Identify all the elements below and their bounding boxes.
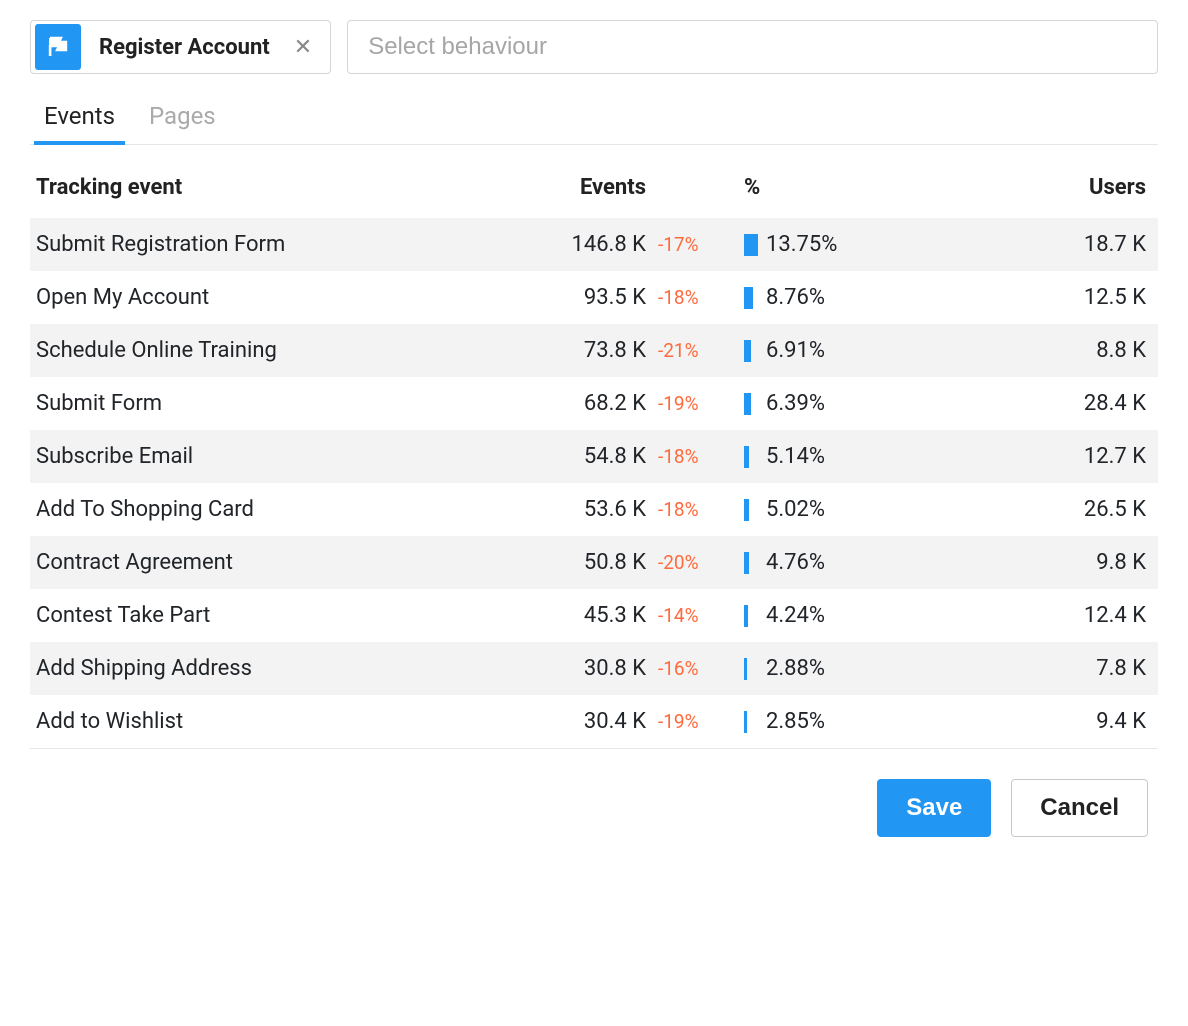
table-row[interactable]: Subscribe Email54.8 K-18% 5.14% 12.7 K [30, 430, 1158, 483]
table-header: Tracking event Events % Users [30, 155, 1158, 218]
cell-tracking-event: Add Shipping Address [36, 656, 486, 681]
cell-delta: -16% [656, 657, 736, 680]
col-header-events: Events [486, 175, 656, 200]
behaviour-input[interactable] [347, 20, 1158, 74]
table-row[interactable]: Add Shipping Address30.8 K-16% 2.88% 7.8 K [30, 642, 1158, 695]
percent-bar [744, 234, 758, 256]
close-icon[interactable]: ✕ [290, 35, 316, 60]
cell-tracking-event: Subscribe Email [36, 444, 486, 469]
cell-tracking-event: Add to Wishlist [36, 709, 486, 734]
cell-delta: -20% [656, 551, 736, 574]
cell-percent: 5.14% [736, 444, 1016, 469]
cell-delta: -17% [656, 233, 736, 256]
cell-percent: 13.75% [736, 232, 1016, 257]
percent-label: 2.88% [766, 656, 825, 681]
cell-users: 12.5 K [1016, 285, 1146, 310]
table-row[interactable]: Open My Account93.5 K-18% 8.76% 12.5 K [30, 271, 1158, 324]
cell-users: 12.7 K [1016, 444, 1146, 469]
percent-bar [744, 658, 747, 680]
cell-delta: -21% [656, 339, 736, 362]
cell-tracking-event: Contract Agreement [36, 550, 486, 575]
cell-users: 9.4 K [1016, 709, 1146, 734]
percent-label: 4.76% [766, 550, 825, 575]
cell-users: 18.7 K [1016, 232, 1146, 257]
cell-delta: -19% [656, 392, 736, 415]
flag-icon [35, 24, 81, 70]
percent-bar [744, 393, 751, 415]
percent-label: 13.75% [766, 232, 837, 257]
table-row[interactable]: Add To Shopping Card53.6 K-18% 5.02% 26.5 … [30, 483, 1158, 536]
percent-bar [744, 711, 747, 733]
percent-label: 6.39% [766, 391, 825, 416]
cell-users: 12.4 K [1016, 603, 1146, 628]
cell-events: 54.8 K [486, 444, 656, 469]
cell-users: 26.5 K [1016, 497, 1146, 522]
cell-percent: 6.39% [736, 391, 1016, 416]
cell-events: 45.3 K [486, 603, 656, 628]
percent-bar [744, 287, 753, 309]
cell-percent: 4.24% [736, 603, 1016, 628]
percent-label: 6.91% [766, 338, 825, 363]
cell-delta: -18% [656, 445, 736, 468]
percent-bar [744, 446, 749, 468]
save-button[interactable]: Save [877, 779, 991, 837]
cell-delta: -19% [656, 710, 736, 733]
cell-users: 9.8 K [1016, 550, 1146, 575]
table-row[interactable]: Contract Agreement50.8 K-20% 4.76% 9.8 K [30, 536, 1158, 589]
tab-events[interactable]: Events [42, 92, 117, 144]
events-table: Tracking event Events % Users Submit Reg… [30, 155, 1158, 748]
cell-tracking-event: Submit Form [36, 391, 486, 416]
cell-events: 68.2 K [486, 391, 656, 416]
cell-events: 30.8 K [486, 656, 656, 681]
cell-users: 8.8 K [1016, 338, 1146, 363]
cell-events: 50.8 K [486, 550, 656, 575]
percent-label: 5.02% [766, 497, 825, 522]
col-header-tracking-event: Tracking event [36, 175, 486, 200]
cell-tracking-event: Submit Registration Form [36, 232, 486, 257]
filter-bar: Register Account ✕ [30, 20, 1158, 74]
cell-events: 73.8 K [486, 338, 656, 363]
cell-events: 93.5 K [486, 285, 656, 310]
percent-label: 5.14% [766, 444, 825, 469]
percent-label: 8.76% [766, 285, 825, 310]
cell-events: 146.8 K [486, 232, 656, 257]
table-row[interactable]: Contest Take Part45.3 K-14% 4.24% 12.4 K [30, 589, 1158, 642]
percent-label: 4.24% [766, 603, 825, 628]
cell-tracking-event: Contest Take Part [36, 603, 486, 628]
col-header-users: Users [1016, 175, 1146, 200]
cell-delta: -18% [656, 286, 736, 309]
cell-tracking-event: Add To Shopping Card [36, 497, 486, 522]
cell-tracking-event: Open My Account [36, 285, 486, 310]
footer: Save Cancel [30, 748, 1158, 847]
cell-users: 28.4 K [1016, 391, 1146, 416]
percent-bar [744, 605, 748, 627]
filter-chip-label: Register Account [85, 35, 290, 60]
table-row[interactable]: Add to Wishlist30.4 K-19% 2.85% 9.4 K [30, 695, 1158, 748]
filter-chip[interactable]: Register Account ✕ [30, 20, 331, 74]
cell-users: 7.8 K [1016, 656, 1146, 681]
table-row[interactable]: Submit Registration Form146.8 K-17% 13.75… [30, 218, 1158, 271]
percent-bar [744, 552, 749, 574]
tabs: Events Pages [30, 92, 1158, 145]
col-header-percent: % [736, 175, 1016, 200]
cell-percent: 2.88% [736, 656, 1016, 681]
cell-percent: 6.91% [736, 338, 1016, 363]
cancel-button[interactable]: Cancel [1011, 779, 1148, 837]
cell-percent: 2.85% [736, 709, 1016, 734]
percent-bar [744, 340, 751, 362]
table-row[interactable]: Submit Form68.2 K-19% 6.39% 28.4 K [30, 377, 1158, 430]
cell-percent: 5.02% [736, 497, 1016, 522]
percent-label: 2.85% [766, 709, 825, 734]
tab-pages[interactable]: Pages [147, 92, 218, 144]
cell-events: 53.6 K [486, 497, 656, 522]
cell-percent: 4.76% [736, 550, 1016, 575]
cell-delta: -18% [656, 498, 736, 521]
table-row[interactable]: Schedule Online Training73.8 K-21% 6.91% 8… [30, 324, 1158, 377]
cell-delta: -14% [656, 604, 736, 627]
percent-bar [744, 499, 749, 521]
cell-percent: 8.76% [736, 285, 1016, 310]
cell-events: 30.4 K [486, 709, 656, 734]
cell-tracking-event: Schedule Online Training [36, 338, 486, 363]
